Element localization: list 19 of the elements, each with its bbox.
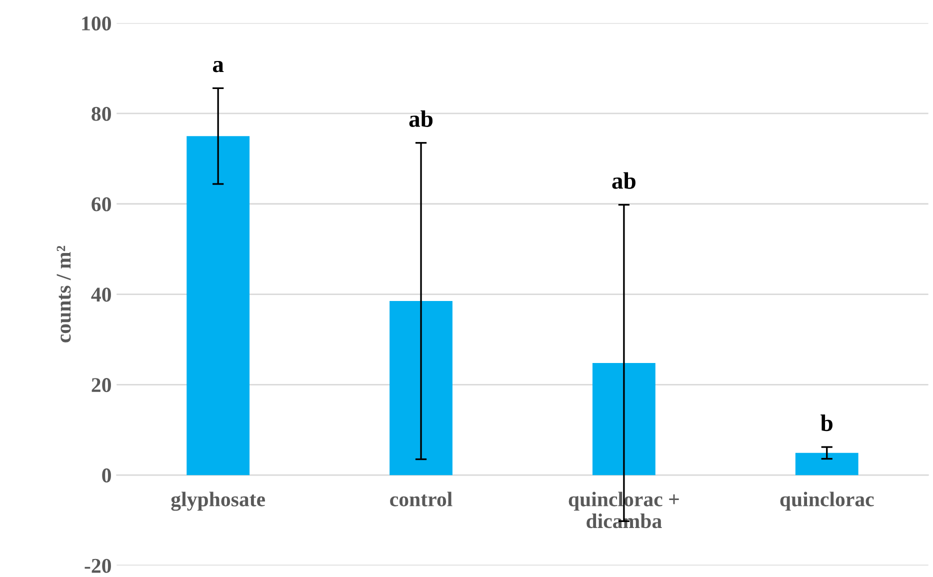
bar — [390, 301, 452, 476]
y-tick-label: -20 — [84, 558, 111, 573]
x-tick-label: control — [390, 492, 452, 506]
bar — [592, 362, 656, 476]
x-tick-label: quinclorac — [780, 492, 874, 511]
x-tick-label: glyphosate — [171, 492, 266, 511]
y-tick-label: 40 — [91, 288, 111, 302]
bar — [795, 452, 858, 476]
y-tick-label: 80 — [92, 106, 111, 121]
annotation: a — [212, 60, 224, 72]
y-tick-label: 60 — [92, 197, 111, 212]
y-tick-label: 100 — [82, 16, 111, 31]
annotation: ab — [612, 172, 636, 189]
annotation: b — [820, 414, 832, 432]
y-tick-label: 0 — [102, 468, 111, 482]
bar — [186, 136, 250, 476]
y-axis-title: counts / m² — [56, 246, 71, 342]
y-tick-label: 20 — [92, 378, 111, 392]
annotation: ab — [409, 110, 433, 127]
